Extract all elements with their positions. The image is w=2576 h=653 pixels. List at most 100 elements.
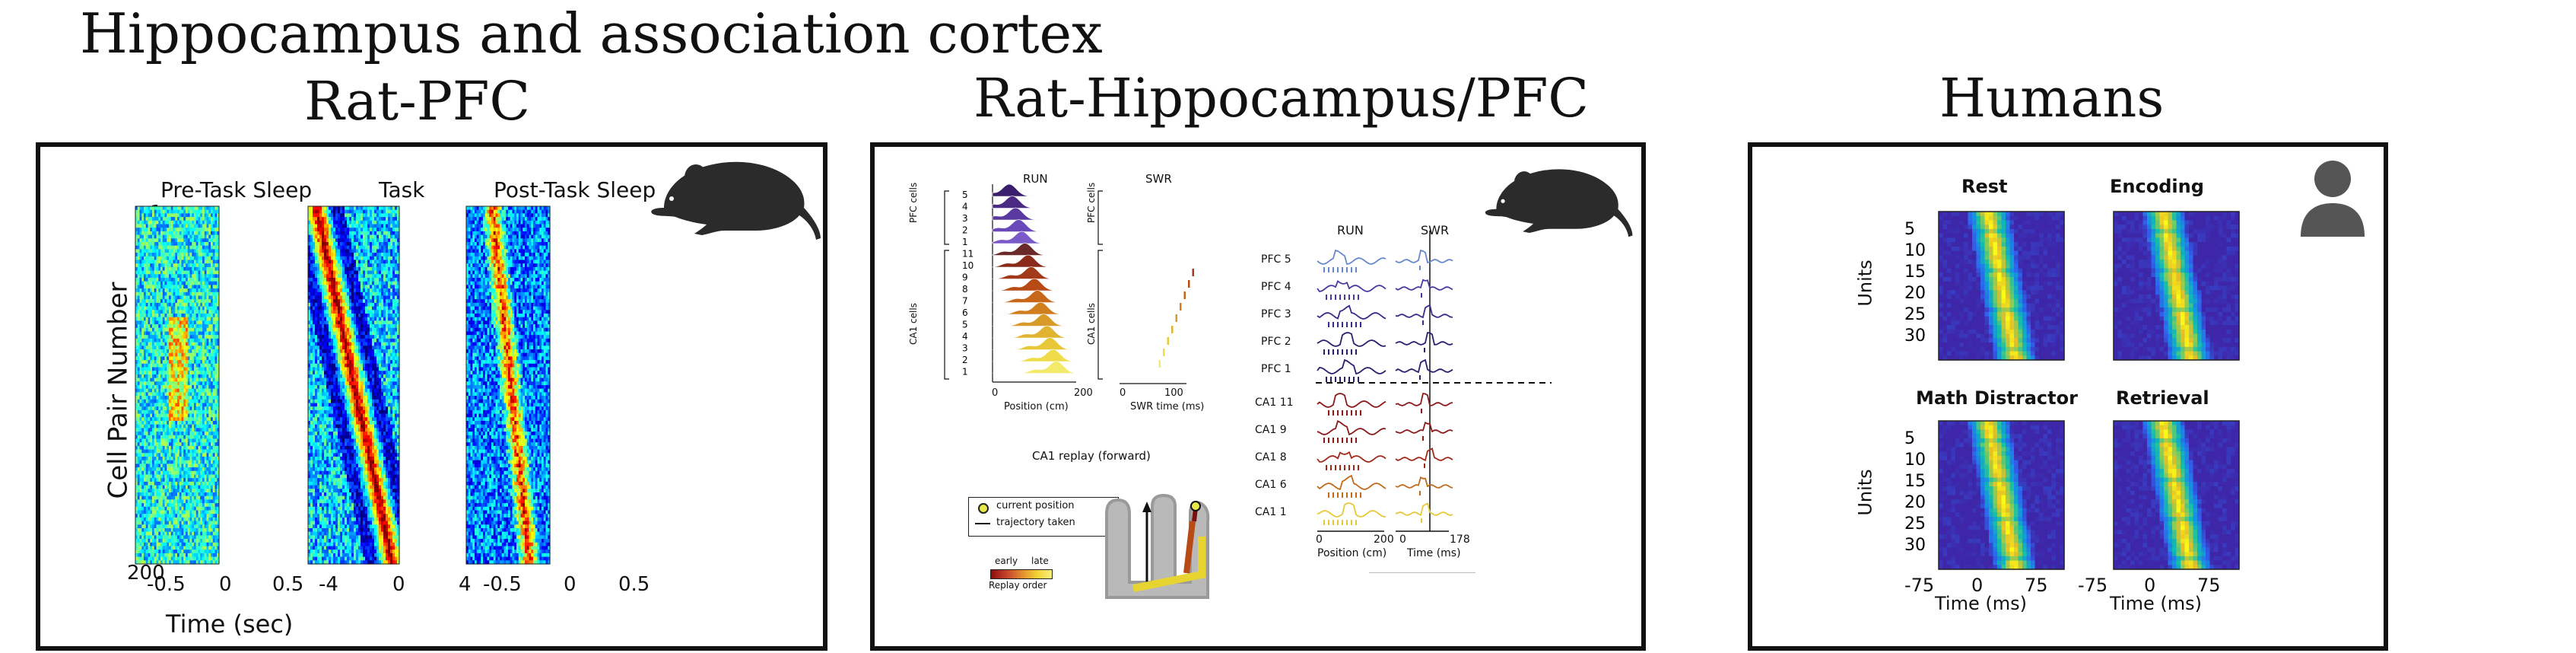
- heatmap-title-rest: Rest: [1961, 176, 2008, 197]
- row-label: 5: [962, 190, 968, 200]
- y-tick: 10: [1904, 451, 1926, 470]
- late-label: late: [1031, 556, 1049, 566]
- x-tick: 0: [392, 573, 405, 596]
- row-label: 1: [962, 237, 968, 247]
- rat-pfc-heatmap: [307, 205, 400, 565]
- y-tick: 15: [1904, 472, 1926, 491]
- x-tick: 178: [1450, 534, 1470, 546]
- x-tick: 4: [459, 573, 472, 596]
- rat-pfc-panel: Pre-Task Sleep Task Post-Task Sleep 1 20…: [36, 142, 827, 651]
- y-tick-bottom: 200: [127, 562, 165, 585]
- row-label: 6: [962, 307, 968, 318]
- row-label: 5: [962, 320, 968, 330]
- run-x-label: Position (cm): [1004, 401, 1069, 413]
- hpc-right-traces: [1316, 231, 1552, 573]
- y-tick: 20: [1904, 493, 1926, 512]
- x-tick: -0.5: [147, 573, 186, 596]
- y-tick: 30: [1904, 326, 1926, 346]
- row-label: PFC 2: [1261, 336, 1291, 348]
- x-tick: -75: [2078, 575, 2108, 596]
- panel-title-rat-pfc: Rat-PFC: [304, 70, 531, 132]
- swr-x-label: SWR time (ms): [1130, 401, 1205, 413]
- row-label: 2: [962, 225, 968, 236]
- row-label: 1: [962, 367, 968, 377]
- row-label: PFC 5: [1261, 253, 1291, 266]
- run-label-right: RUN: [1337, 223, 1364, 237]
- human-heatmap: [1938, 420, 2065, 570]
- x-tick: 100: [1164, 387, 1183, 399]
- x-tick: 0: [1120, 387, 1126, 399]
- replay-legend: current position trajectory taken: [968, 497, 1119, 537]
- run-x-label-right: Position (cm): [1317, 547, 1387, 559]
- x-tick: 0: [1971, 575, 1984, 596]
- rat-icon: [1485, 169, 1633, 237]
- swr-label-right: SWR: [1421, 223, 1450, 237]
- human-heatmap: [2113, 211, 2240, 361]
- heatmap-title-math: Math Distractor: [1916, 387, 2078, 409]
- x-tick: 75: [2025, 575, 2048, 596]
- early-label: early: [995, 556, 1018, 566]
- row-label: CA1 8: [1255, 451, 1287, 463]
- x-tick: 0: [1316, 534, 1323, 546]
- y-tick: 25: [1904, 514, 1926, 534]
- heatmap-title-retrieval: Retrieval: [2116, 387, 2209, 409]
- swr-label-left: SWR: [1145, 172, 1172, 186]
- rat-pfc-heatmap: [465, 205, 551, 565]
- row-label: 10: [962, 260, 974, 271]
- row-label: 8: [962, 284, 968, 295]
- y-tick: 15: [1904, 263, 1926, 282]
- row-label: 3: [962, 343, 968, 354]
- rat-pfc-heatmap: [135, 205, 220, 565]
- row-label: 4: [962, 331, 968, 342]
- row-label: CA1 6: [1255, 479, 1287, 491]
- replay-order-label: Replay order: [989, 580, 1047, 591]
- x-tick: 0: [219, 573, 232, 596]
- x-tick: -4: [319, 573, 338, 596]
- epoch-title-post: Post-Task Sleep: [494, 177, 656, 202]
- row-label: 7: [962, 296, 968, 307]
- swr-x-label-right: Time (ms): [1407, 547, 1461, 559]
- x-tick: 0: [2144, 575, 2156, 596]
- rat-icon: [651, 161, 821, 240]
- y-tick: 10: [1904, 241, 1926, 260]
- heatmap-title-encoding: Encoding: [2110, 176, 2204, 197]
- legend-current: current position: [996, 500, 1075, 511]
- x-tick: -0.5: [483, 573, 522, 596]
- legend-trajectory: trajectory taken: [996, 517, 1075, 528]
- y-tick: 5: [1904, 429, 1915, 448]
- replay-order-colorbar: [990, 569, 1053, 579]
- rat-hpc-pfc-panel: RUN SWR PFC cells CA1 cells PFC cells CA…: [870, 142, 1646, 651]
- rat-pfc-heatmaps: [135, 205, 551, 565]
- row-label: CA1 9: [1255, 424, 1287, 436]
- y-tick: 5: [1904, 220, 1915, 239]
- human-heatmaps: 5 10 15 20 25 30 5 10 15 20 25 30: [1904, 211, 2240, 570]
- row-label: 11: [962, 249, 974, 260]
- human-heatmap: [1938, 211, 2065, 361]
- row-label: 9: [962, 272, 968, 283]
- y-tick: 20: [1904, 284, 1926, 303]
- w-maze-trajectory: [1105, 493, 1210, 599]
- x-axis-label: Time (ms): [2110, 593, 2202, 614]
- panel-title-humans: Humans: [1939, 67, 2165, 129]
- main-title: Hippocampus and association cortex: [80, 2, 1103, 65]
- x-tick: 200: [1374, 534, 1394, 546]
- x-tick: 0.5: [618, 573, 650, 596]
- replay-title: CA1 replay (forward): [1032, 449, 1151, 463]
- panel-title-rat-hpc-pfc: Rat-Hippocampus/PFC: [974, 67, 1589, 129]
- run-label-left: RUN: [1023, 172, 1048, 186]
- row-label: 2: [962, 355, 968, 365]
- x-tick: 0: [992, 387, 999, 399]
- x-tick: 200: [1074, 387, 1093, 399]
- x-tick: 0: [564, 573, 577, 596]
- row-label: PFC 3: [1261, 308, 1291, 320]
- y-tick: 30: [1904, 536, 1926, 555]
- x-tick: 75: [2197, 575, 2221, 596]
- current-position-icon: [978, 503, 989, 514]
- x-axis-label: Time (sec): [166, 610, 294, 639]
- row-label: PFC 4: [1261, 281, 1291, 293]
- x-axis-label: Time (ms): [1935, 593, 2027, 614]
- row-label: 4: [962, 202, 968, 212]
- row-label: PFC 1: [1261, 363, 1291, 375]
- row-label: CA1 11: [1255, 397, 1294, 409]
